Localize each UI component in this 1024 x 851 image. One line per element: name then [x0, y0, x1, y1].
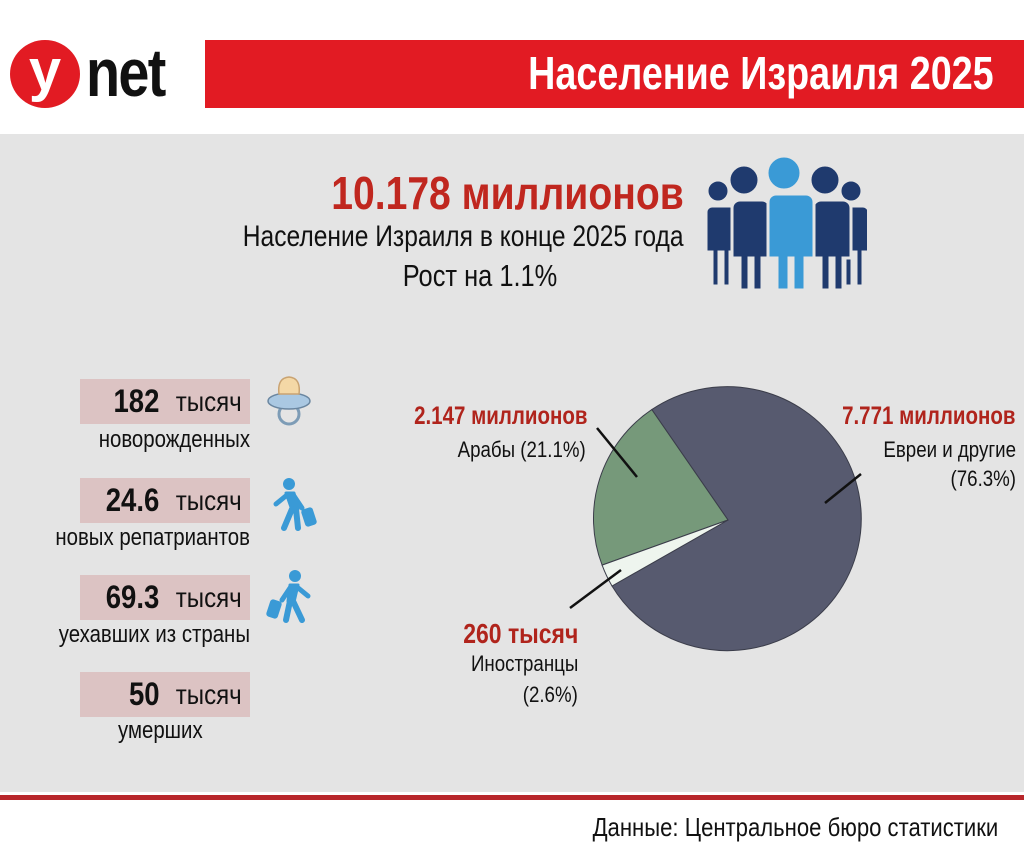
stat-births-number: 182: [113, 383, 160, 419]
departing-traveler-icon: [262, 568, 316, 629]
arriving-traveler-icon: [268, 476, 322, 537]
pie-slice-foreigners: [601, 519, 729, 587]
stat-emigrants-unit: тысяч: [176, 581, 242, 613]
stat-births-label: новорожденных: [98, 426, 250, 453]
total-population-value: 10.178 миллионов: [331, 167, 684, 219]
growth-rate: Рост на 1.1%: [402, 258, 558, 293]
pie-label-jews-pct: (76.3%): [950, 466, 1016, 491]
pie-label-jews-name: Евреи и другие: [883, 437, 1016, 462]
stat-immigrants-label: новых репатриантов: [55, 524, 250, 551]
stat-immigrants-unit: тысяч: [176, 484, 242, 516]
stat-emigrants-number: 69.3: [105, 579, 160, 615]
stat-deaths-label: умерших: [118, 717, 203, 744]
logo-letter: y: [28, 38, 62, 103]
ynet-logo-circle: y: [10, 40, 80, 108]
pie-label-arabs-name: Арабы (21.1%): [457, 437, 586, 462]
leader-line-arabs: [596, 427, 638, 478]
stat-births-unit: тысяч: [176, 385, 242, 417]
people-group-icon: [702, 154, 871, 296]
leader-line-jews: [824, 473, 862, 504]
ynet-logo-text: net: [86, 35, 166, 111]
pie-label-arabs-value: 2.147 миллионов: [414, 402, 588, 430]
data-source: Данные: Центральное бюро статистики: [592, 812, 998, 842]
total-population-label: Население Израиля в конце 2025 года: [243, 220, 684, 253]
pie-label-foreigners-value: 260 тысяч: [462, 618, 578, 649]
stat-deaths-unit: тысяч: [176, 678, 242, 710]
pie-slice-jews: [611, 386, 862, 652]
pacifier-icon: [265, 374, 313, 433]
pie-slice-arabs: [592, 408, 729, 566]
stat-emigrants-box: 69.3 тысяч: [80, 575, 250, 620]
stat-deaths-number: 50: [128, 676, 160, 712]
stat-immigrants-box: 24.6 тысяч: [80, 478, 250, 523]
stat-immigrants-number: 24.6: [105, 482, 160, 518]
pie-label-jews-value: 7.771 миллионов: [842, 402, 1016, 430]
stat-emigrants-label: уехавших из страны: [58, 621, 250, 648]
stat-deaths-box: 50 тысяч: [80, 672, 250, 717]
leader-line-foreigners: [569, 568, 622, 610]
page-title: Население Израиля 2025: [528, 47, 994, 99]
pie-label-foreigners-pct: (2.6%): [522, 682, 578, 707]
footer-divider: [0, 795, 1024, 800]
title-banner: [205, 40, 1024, 108]
stat-births-box: 182 тысяч: [80, 379, 250, 424]
pie-label-foreigners-name: Иностранцы: [470, 651, 578, 676]
